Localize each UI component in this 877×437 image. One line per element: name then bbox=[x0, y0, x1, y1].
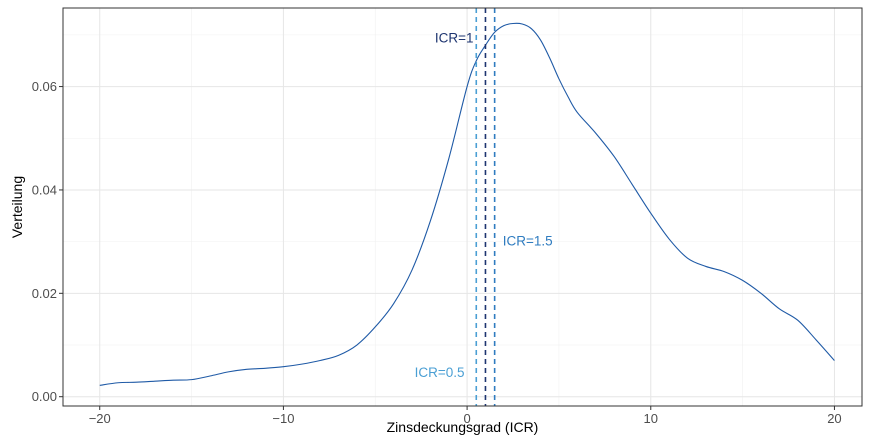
x-tick-label: −20 bbox=[89, 411, 111, 426]
x-tick-label: −10 bbox=[272, 411, 294, 426]
y-axis-title: Verteilung bbox=[9, 176, 25, 238]
y-axis-ticks: 0.00 0.02 0.04 0.06 bbox=[32, 79, 63, 404]
density-curve-layer bbox=[99, 22, 835, 386]
y-tick-label: 0.00 bbox=[32, 389, 57, 404]
minor-gridlines bbox=[63, 8, 862, 406]
reference-line-label: ICR=0.5 bbox=[415, 365, 465, 380]
panel-border bbox=[62, 7, 863, 407]
x-tick-label: 0 bbox=[463, 411, 470, 426]
x-axis-title: Zinsdeckungsgrad (ICR) bbox=[387, 419, 539, 435]
x-tick-label: 20 bbox=[827, 411, 841, 426]
y-tick-label: 0.02 bbox=[32, 286, 57, 301]
y-tick-label: 0.06 bbox=[32, 79, 57, 94]
x-axis-ticks: −20 −10 0 10 20 bbox=[89, 406, 842, 426]
y-tick-label: 0.04 bbox=[32, 182, 57, 197]
reference-line-label: ICR=1.5 bbox=[503, 234, 553, 249]
reference-line-label: ICR=1 bbox=[435, 30, 474, 45]
major-gridlines bbox=[63, 8, 862, 406]
density-curve bbox=[99, 22, 835, 386]
reference-lines-layer: ICR=0.5 ICR=1 ICR=1.5 bbox=[415, 8, 553, 406]
x-tick-label: 10 bbox=[644, 411, 658, 426]
